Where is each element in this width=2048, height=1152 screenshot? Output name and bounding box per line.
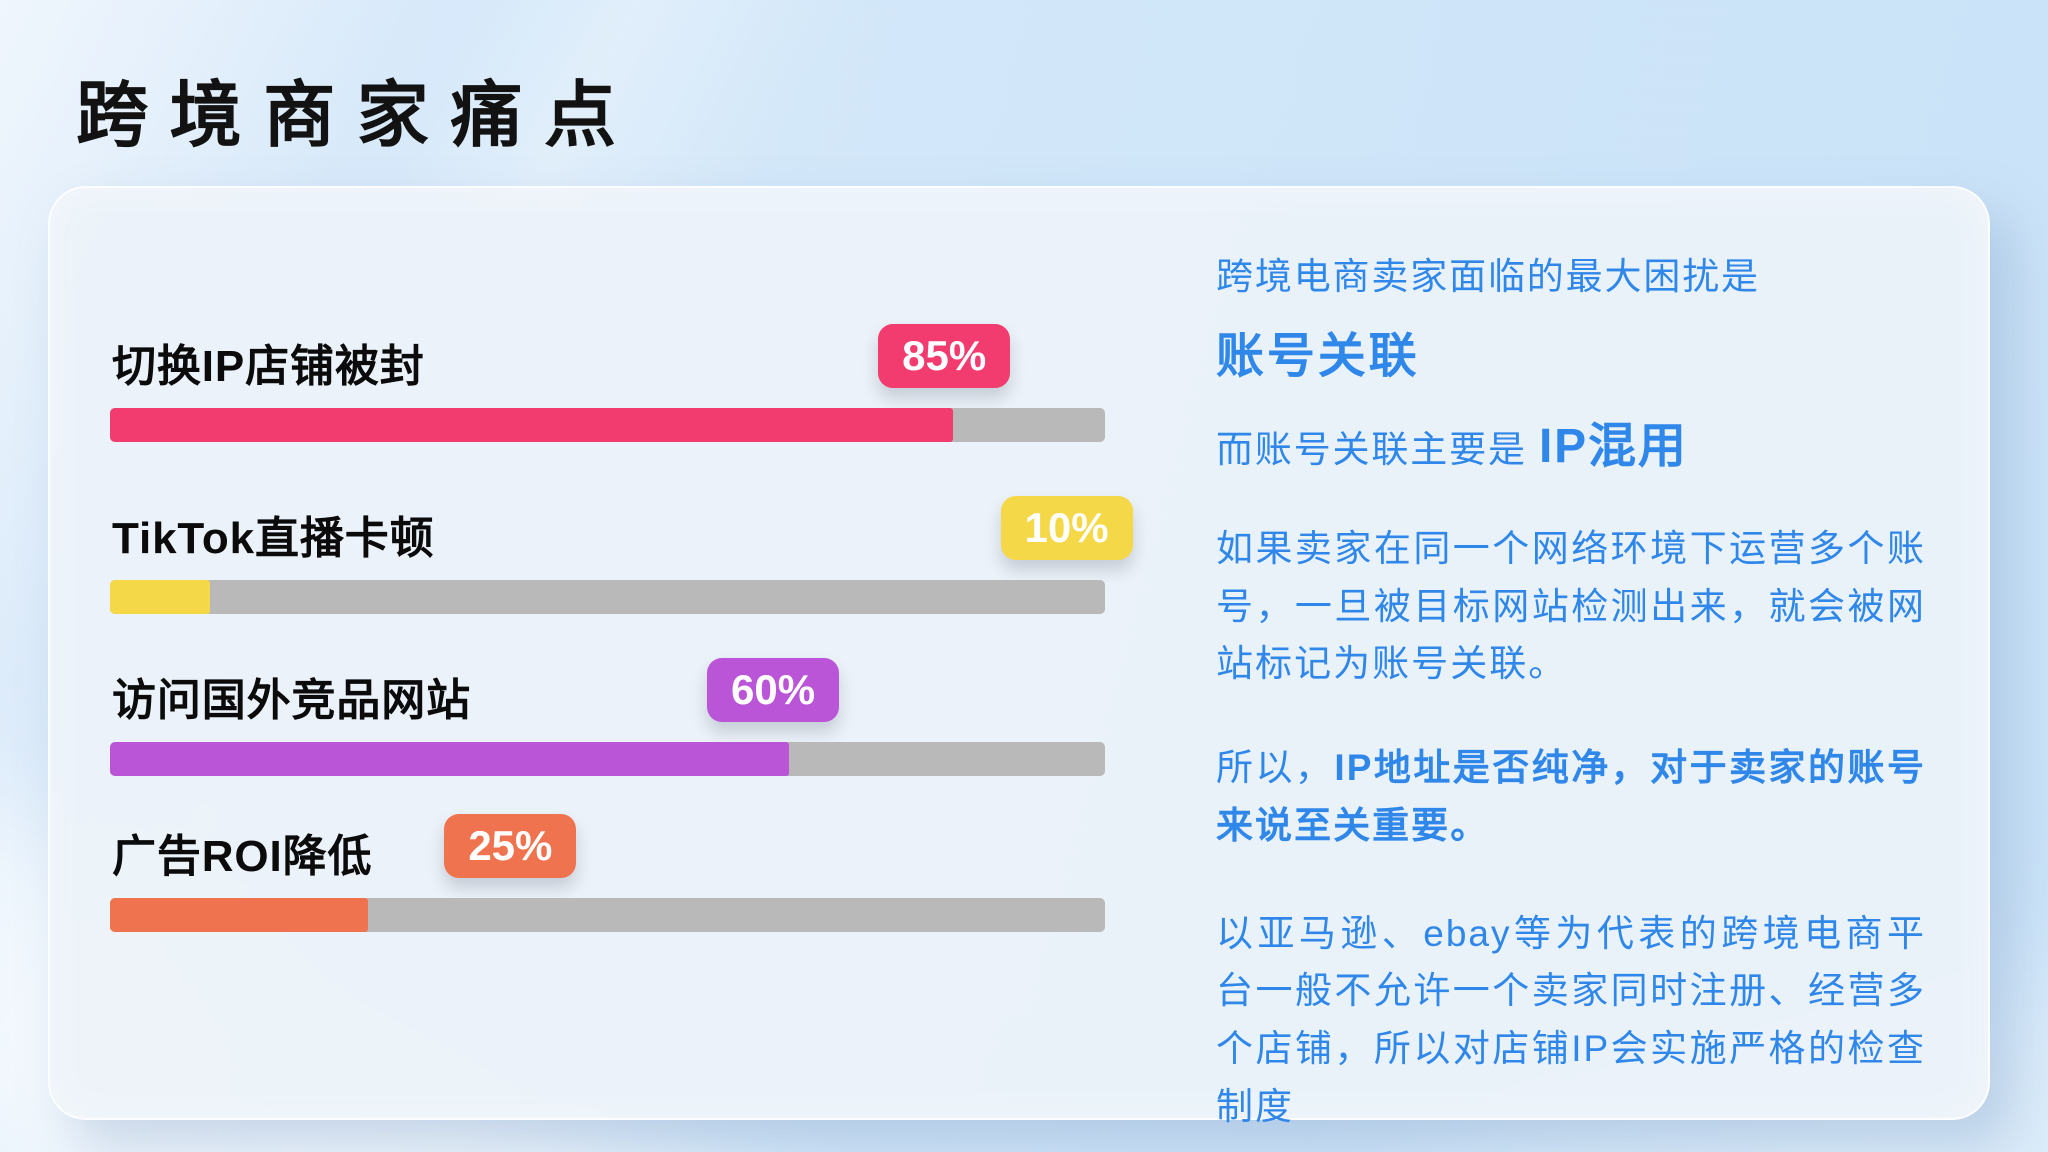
panel-paragraph-1: 如果卖家在同一个网络环境下运营多个账号，一旦被目标网站检测出来，就会被网站标记为… bbox=[1216, 528, 1926, 685]
subline-highlight: IP混用 bbox=[1538, 420, 1688, 473]
bar-row-ad-roi: 广告ROI降低 25% bbox=[110, 814, 1105, 970]
content-card bbox=[48, 186, 1990, 1120]
panel-paragraph-2: 所以，IP地址是否纯净，对于卖家的账号来说至关重要。 bbox=[1216, 739, 1926, 854]
value-badge: 25% bbox=[444, 814, 577, 878]
bar-track bbox=[110, 408, 1105, 442]
value-badge: 60% bbox=[707, 658, 840, 722]
bar-row-competitor-sites: 访问国外竞品网站 60% bbox=[110, 658, 1105, 814]
panel-headline: 账号关联 bbox=[1216, 330, 1420, 383]
bar-fill bbox=[110, 742, 789, 776]
bar-fill bbox=[110, 408, 953, 442]
bar-label: TikTok直播卡顿 bbox=[112, 514, 435, 563]
bar-row-ip-ban: 切换IP店铺被封 85% bbox=[110, 324, 1105, 480]
panel-subline: 而账号关联主要是 IP混用 bbox=[1216, 406, 1926, 476]
paragraph-2-bold: IP地址是否纯净，对于卖家的账号来说至关重要。 bbox=[1216, 747, 1926, 846]
value-badge: 85% bbox=[878, 324, 1011, 388]
bar-track bbox=[110, 580, 1105, 614]
value-badge: 10% bbox=[1000, 496, 1133, 560]
page-title: 跨境商家痛点 bbox=[76, 76, 638, 156]
bar-label: 切换IP店铺被封 bbox=[112, 342, 425, 391]
bar-row-tiktok-lag: TikTok直播卡顿 10% bbox=[110, 496, 1133, 652]
bar-label: 广告ROI降低 bbox=[112, 832, 373, 881]
bar-fill bbox=[110, 898, 368, 932]
panel-intro: 跨境电商卖家面临的最大困扰是 bbox=[1216, 256, 1760, 297]
explanation-panel: 跨境电商卖家面临的最大困扰是 账号关联 而账号关联主要是 IP混用 如果卖家在同… bbox=[1216, 246, 1926, 1135]
pain-points-bar-chart: 切换IP店铺被封 85% TikTok直播卡顿 10% 访问国外竞品网站 60%… bbox=[110, 186, 1133, 1120]
panel-paragraph-3: 以亚马逊、ebay等为代表的跨境电商平台一般不允许一个卖家同时注册、经营多个店铺… bbox=[1216, 912, 1926, 1127]
subline-prefix: 而账号关联主要是 bbox=[1216, 429, 1539, 470]
paragraph-2-prefix: 所以， bbox=[1216, 747, 1335, 789]
bar-fill bbox=[110, 580, 210, 614]
bar-label: 访问国外竞品网站 bbox=[112, 676, 472, 725]
bar-track bbox=[110, 742, 1105, 776]
bar-track bbox=[110, 898, 1105, 932]
